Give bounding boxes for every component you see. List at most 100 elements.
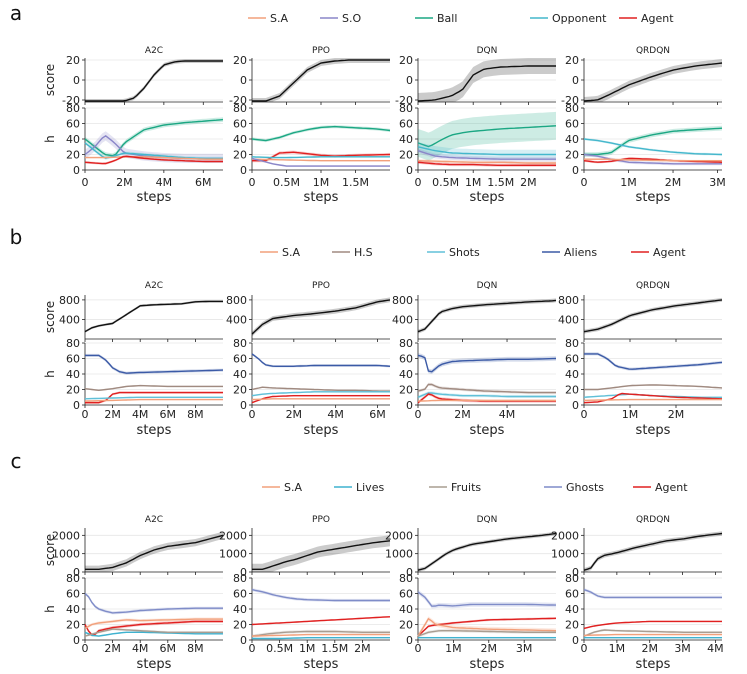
- subplot-title: A2C: [145, 515, 163, 525]
- subplot-title: A2C: [145, 46, 163, 56]
- h-ytick-label: 40: [399, 603, 413, 616]
- score-band: [584, 297, 722, 334]
- xaxis-label: steps: [137, 423, 172, 438]
- h-ytick-label: 80: [66, 337, 80, 350]
- score-ytick-label: 20: [399, 54, 413, 67]
- h-ytick-label: 60: [565, 353, 579, 366]
- subplot-title: PPO: [312, 281, 330, 291]
- panel-c: c S.A Lives Fruits Ghosts Agent score h A2C 0 1000…: [11, 449, 724, 672]
- h-ytick-label: 40: [66, 133, 80, 146]
- xtick-label: 4M: [132, 642, 149, 655]
- score-axis-label: score: [43, 534, 57, 566]
- score-line: [417, 532, 557, 571]
- legend-label: Agent: [655, 481, 688, 494]
- xtick-label: 1M: [313, 176, 330, 189]
- score-line: [251, 299, 391, 335]
- h-axis-label: h: [43, 605, 57, 613]
- score-line: [252, 540, 391, 570]
- score-ytick-label: 1000: [219, 548, 247, 561]
- xtick-label: 2M: [481, 642, 498, 655]
- legend-label: Lives: [356, 481, 384, 494]
- h-series-sa-line: [417, 617, 557, 637]
- score-line: [84, 300, 223, 333]
- xaxis-label: steps: [470, 657, 505, 672]
- score-ytick-label: 0: [73, 566, 80, 579]
- h-series-lives-line: [84, 631, 223, 637]
- h-ytick-label: 0: [406, 399, 413, 412]
- score-ytick-label: 0: [73, 74, 80, 87]
- xtick-label: 2M: [354, 642, 371, 655]
- h-series-sa-band: [418, 616, 556, 639]
- xtick-label: 1M: [445, 642, 462, 655]
- h-ytick-label: 20: [233, 384, 247, 397]
- score-ytick-label: 400: [558, 313, 579, 326]
- h-series-hs-band: [418, 382, 556, 395]
- h-series-agent-line: [84, 155, 223, 165]
- score-band: [418, 58, 556, 102]
- score-ytick-label: 800: [558, 294, 579, 307]
- subplot-a2c: A2C -20 0 20 0 20 40 60 80 0 2M 4M 6M steps: [62, 46, 224, 205]
- h-ytick-label: 20: [66, 149, 80, 162]
- score-ytick-label: 20: [66, 54, 80, 67]
- score-ytick-label: 800: [226, 294, 247, 307]
- legend: S.A S.O Ball Opponent Agent: [248, 12, 674, 25]
- h-series-agent-line: [583, 157, 723, 163]
- xtick-label: 4M: [499, 408, 516, 421]
- subplot-title: DQN: [477, 515, 498, 525]
- panel-b: bS.A H.S Shots Aliens AgentscorehA2C40080002…: [10, 225, 723, 438]
- xtick-label: 0.5M: [432, 176, 459, 189]
- score-ytick-label: 0: [406, 566, 413, 579]
- h-ytick-label: 0: [240, 634, 247, 647]
- score-band: [584, 59, 722, 102]
- h-ytick-label: 0: [73, 634, 80, 647]
- h-series-opponent-band: [85, 141, 223, 160]
- h-series-aliens-band: [85, 353, 223, 375]
- xtick-label: 0.5M: [266, 642, 293, 655]
- h-series-agent-line: [252, 151, 391, 162]
- score-band: [584, 531, 722, 572]
- panel-letter: a: [10, 1, 22, 25]
- h-ytick-label: 80: [233, 337, 247, 350]
- h-ytick-label: 0: [73, 399, 80, 412]
- h-series-sa-line: [84, 398, 223, 402]
- h-ytick-label: 20: [399, 149, 413, 162]
- h-series-lives-line: [252, 637, 390, 640]
- panel-a: a S.A S.O Ball Opponent Agent score h A2C -20 0 20 0…: [10, 1, 726, 205]
- h-ytick-label: 40: [565, 603, 579, 616]
- h-axis-label: h: [43, 135, 57, 143]
- h-series-ghosts-line: [84, 592, 223, 614]
- subplot-title: DQN: [477, 46, 498, 56]
- score-band: [418, 298, 556, 334]
- h-ytick-label: 80: [565, 102, 579, 115]
- xtick-label: 2M: [454, 408, 471, 421]
- h-series-sa-line: [417, 160, 556, 164]
- h-series-agent-line: [583, 392, 723, 404]
- h-ytick-label: 20: [66, 619, 80, 632]
- h-series-sa-line: [584, 158, 722, 162]
- legend-label: Ghosts: [566, 481, 604, 494]
- h-ytick-label: 40: [66, 603, 80, 616]
- legend-label: Aliens: [564, 246, 597, 259]
- xtick-label: 3M: [516, 642, 533, 655]
- h-ytick-label: 60: [399, 118, 413, 131]
- h-ytick-label: 0: [240, 164, 247, 177]
- legend-label: Agent: [653, 246, 686, 259]
- h-series-sa-line: [84, 618, 223, 630]
- subplot-title: A2C: [145, 281, 163, 291]
- xtick-label: 2M: [520, 176, 537, 189]
- h-ytick-label: 0: [572, 164, 579, 177]
- h-series-opponent-line: [251, 156, 390, 159]
- xtick-label: 2M: [104, 408, 121, 421]
- h-series-sa-line: [85, 156, 223, 160]
- xtick-label: 0: [581, 408, 588, 421]
- h-ytick-label: 80: [399, 337, 413, 350]
- h-series-sa-line: [417, 399, 556, 402]
- xtick-label: 0: [415, 642, 422, 655]
- xtick-label: 0: [249, 642, 256, 655]
- score-ytick-label: 1000: [385, 548, 413, 561]
- h-ytick-label: 20: [399, 619, 413, 632]
- h-series-ball-band: [418, 111, 556, 161]
